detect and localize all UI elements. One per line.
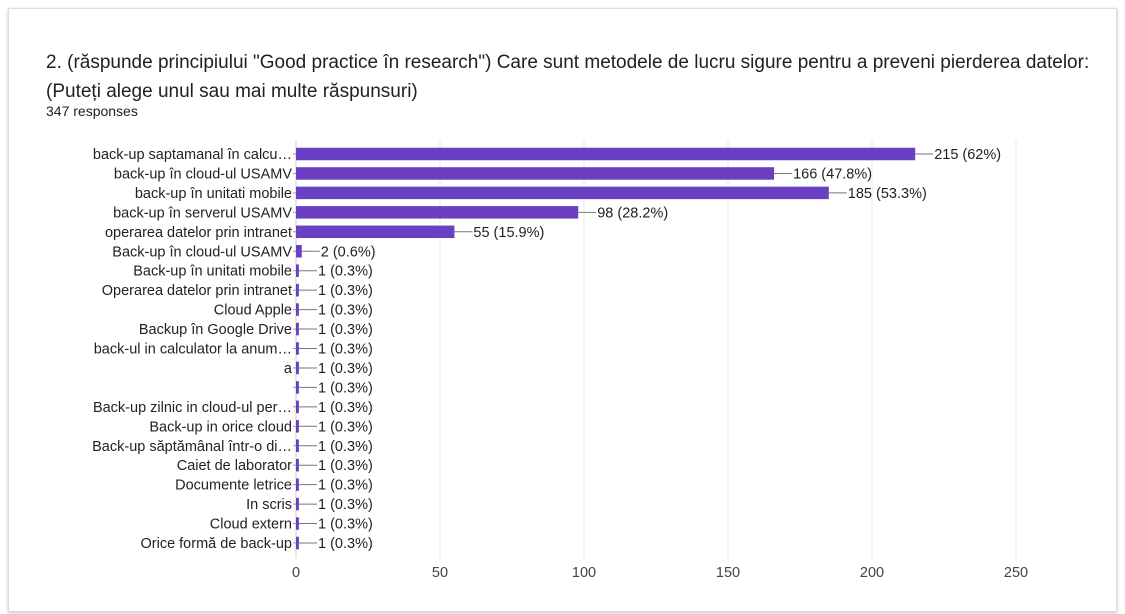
bar xyxy=(296,400,299,414)
value-label: 215 (62%) xyxy=(934,147,1001,163)
bar xyxy=(296,186,829,200)
value-label: 1 (0.3%) xyxy=(318,380,373,396)
bar xyxy=(296,264,299,277)
value-label: 1 (0.3%) xyxy=(318,283,373,299)
value-label: 1 (0.3%) xyxy=(318,303,373,319)
bar xyxy=(296,167,775,180)
value-label: 1 (0.3%) xyxy=(318,400,373,416)
value-label: 98 (28.2%) xyxy=(597,205,668,221)
category-label: Back-up in orice cloud xyxy=(149,419,292,435)
bar xyxy=(296,361,299,375)
category-label: back-up în serverul USAMV xyxy=(113,205,292,221)
value-label: 1 (0.3%) xyxy=(318,419,373,435)
category-label: Back-up în unitati mobile xyxy=(133,264,292,280)
value-label: 2 (0.6%) xyxy=(321,244,376,260)
category-label: Cloud Apple xyxy=(214,303,292,319)
bar xyxy=(296,225,455,239)
value-label: 1 (0.3%) xyxy=(318,497,373,513)
value-label: 185 (53.3%) xyxy=(848,186,927,202)
x-tick-label: 0 xyxy=(292,565,300,581)
category-label: Back-up zilnic in cloud-ul per… xyxy=(93,400,292,416)
bar xyxy=(296,517,299,530)
category-label: back-up saptamanal în calcu… xyxy=(93,147,292,163)
category-label: Cloud extern xyxy=(210,517,292,533)
x-tick-label: 100 xyxy=(572,565,596,581)
value-label: 1 (0.3%) xyxy=(318,517,373,533)
x-tick-label: 200 xyxy=(860,565,884,581)
category-label: a xyxy=(284,361,293,377)
category-label: Caiet de laborator xyxy=(177,458,292,474)
category-label: Orice formă de back-up xyxy=(140,536,292,552)
category-label: back-up în cloud-ul USAMV xyxy=(114,166,292,182)
value-label: 166 (47.8%) xyxy=(793,166,872,182)
bar xyxy=(296,303,299,316)
value-label: 1 (0.3%) xyxy=(318,361,373,377)
bar xyxy=(296,283,299,297)
value-label: 1 (0.3%) xyxy=(318,264,373,280)
x-tick-label: 250 xyxy=(1004,565,1028,581)
value-label: 1 (0.3%) xyxy=(318,478,373,494)
value-label: 1 (0.3%) xyxy=(318,322,373,338)
category-label: Back-up în cloud-ul USAMV xyxy=(112,244,292,260)
response-count: 347 responses xyxy=(46,103,138,119)
value-label: 55 (15.9%) xyxy=(473,225,544,241)
category-label: Operarea datelor prin intranet xyxy=(102,283,292,299)
chart-card xyxy=(8,8,1117,612)
category-label: In scris xyxy=(246,497,292,513)
bar xyxy=(296,206,579,219)
bar xyxy=(296,497,299,511)
x-tick-label: 50 xyxy=(432,565,448,581)
category-label: back-up în unitati mobile xyxy=(135,186,292,202)
bar xyxy=(296,322,299,336)
bar xyxy=(296,245,302,258)
value-label: 1 (0.3%) xyxy=(318,342,373,358)
value-label: 1 (0.3%) xyxy=(318,536,373,552)
x-tick-label: 150 xyxy=(716,565,740,581)
category-label: back-ul in calculator la anum… xyxy=(94,342,292,358)
bar xyxy=(296,420,299,433)
category-label: Back-up săptămânal într-o di… xyxy=(92,439,292,455)
bar xyxy=(296,478,299,491)
bar xyxy=(296,381,299,394)
category-label: operarea datelor prin intranet xyxy=(105,225,292,241)
bar xyxy=(296,458,299,472)
category-label: Backup în Google Drive xyxy=(139,322,292,338)
bar xyxy=(296,147,916,161)
value-label: 1 (0.3%) xyxy=(318,458,373,474)
category-label: Documente letrice xyxy=(175,478,292,494)
question-title: 2. (răspunde principiului "Good practice… xyxy=(46,52,1090,102)
value-label: 1 (0.3%) xyxy=(318,439,373,455)
bar xyxy=(296,439,299,452)
bar xyxy=(296,536,299,550)
bar xyxy=(296,342,299,355)
